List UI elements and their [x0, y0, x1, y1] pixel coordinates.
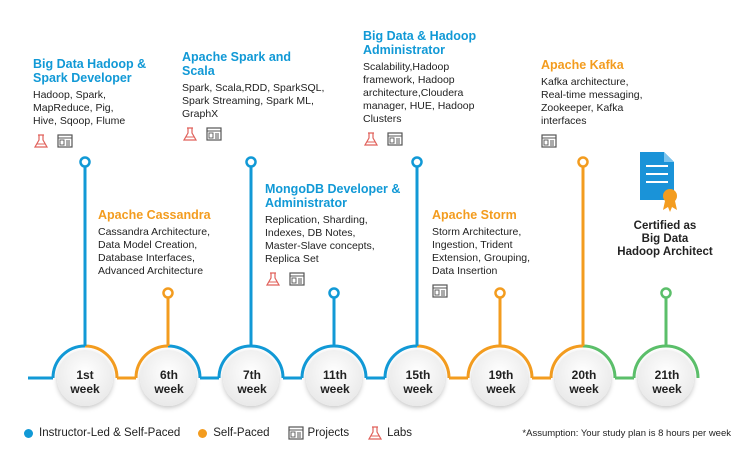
milestone-arc [416, 344, 451, 379]
milestone-topics: Spark, Scala,RDD, SparkSQL, Spark Stream… [182, 82, 325, 120]
milestone-title: Apache Kafka [541, 58, 624, 72]
milestone-topics: Cassandra Architecture, Data Model Creat… [98, 226, 211, 277]
week-disc [223, 350, 279, 406]
legend-instructor-label: Instructor-Led & Self-Paced [39, 427, 181, 439]
milestone-arc [167, 344, 202, 379]
week-label-2: 6th week [154, 368, 184, 396]
week-label-5: 15th week [403, 368, 433, 396]
milestone-dot [660, 287, 672, 299]
week-disc [140, 350, 196, 406]
milestone-title: Apache Storm [432, 208, 517, 222]
milestone-arc [582, 344, 617, 379]
labs-icon [363, 132, 379, 146]
milestone-card-1: Big Data Hadoop & Spark Developer Hadoop… [33, 57, 163, 148]
week-disc [555, 350, 611, 406]
milestone-arc [665, 344, 700, 379]
certificate-seal [663, 189, 677, 203]
week-disc [306, 350, 362, 406]
certificate-icon [640, 152, 674, 200]
labs-icon [33, 134, 49, 148]
milestone-arc [383, 344, 418, 379]
week-label-3: 7th week [237, 368, 267, 396]
milestone-dot [577, 156, 589, 168]
milestone-title: Big Data & Hadoop Administrator [363, 29, 477, 57]
legend-self-label: Self-Paced [213, 427, 270, 439]
milestone-arc [84, 344, 119, 379]
milestone-title: Apache Cassandra [98, 208, 211, 222]
assumption-note: *Assumption: Your study plan is 8 hours … [522, 427, 731, 439]
milestone-arc [300, 344, 335, 379]
projects-icon [206, 127, 222, 141]
week-disc [389, 350, 445, 406]
milestone-arc [499, 344, 534, 379]
milestone-dot [162, 287, 174, 299]
milestone-dot [245, 156, 257, 168]
milestone-card-2: Apache Cassandra Cassandra Architecture,… [98, 208, 248, 278]
week-label-8: 21th week [652, 368, 682, 396]
milestone-arc [134, 344, 169, 379]
milestone-arc [333, 344, 368, 379]
milestone-arc [51, 344, 86, 379]
week-label-7: 20th week [569, 368, 599, 396]
milestone-topics: Replication, Sharding, Indexes, DB Notes… [265, 214, 375, 265]
milestone-dot [79, 156, 91, 168]
week-label-1: 1st week [70, 368, 100, 396]
certificate-label: Certified as Big Data Hadoop Architect [617, 220, 713, 258]
week-disc [638, 350, 694, 406]
milestone-topics: Hadoop, Spark, MapReduce, Pig, Hive, Sqo… [33, 89, 126, 127]
week-disc [57, 350, 113, 406]
legend-labs-label: Labs [387, 427, 413, 439]
milestone-title: Apache Spark and Scala [182, 50, 292, 78]
projects-icon [432, 284, 448, 298]
legend: Instructor-Led & Self-Paced Self-Paced P… [24, 426, 731, 440]
labs-icon [265, 272, 281, 286]
milestone-card-7: Apache Kafka Kafka architecture, Real-ti… [541, 58, 671, 148]
milestone-title: Big Data Hadoop & Spark Developer [33, 57, 147, 85]
milestone-arc [250, 344, 285, 379]
milestone-arc [632, 344, 667, 379]
milestone-topics: Kafka architecture, Real-time messaging,… [541, 76, 643, 127]
projects-icon [57, 134, 73, 148]
projects-icon [387, 132, 403, 146]
milestone-title: MongoDB Developer & Administrator [265, 182, 401, 210]
certificate-ribbon [663, 201, 677, 212]
instructor-led-dot [24, 428, 33, 438]
labs-icon [182, 127, 198, 141]
milestone-dot [494, 287, 506, 299]
week-label-4: 11th week [320, 368, 350, 396]
milestone-card-4: MongoDB Developer & Administrator Replic… [265, 182, 405, 286]
milestone-topics: Scalability,Hadoop framework, Hadoop arc… [363, 61, 475, 125]
milestone-card-3: Apache Spark and Scala Spark, Scala,RDD,… [182, 50, 332, 141]
week-disc [472, 350, 528, 406]
legend-projects-label: Projects [307, 427, 350, 439]
milestone-topics: Storm Architecture, Ingestion, Trident E… [432, 226, 531, 277]
self-paced-dot [198, 428, 208, 438]
milestone-card-6: Apache Storm Storm Architecture, Ingesti… [432, 208, 562, 298]
projects-icon [287, 426, 304, 440]
projects-icon [541, 134, 557, 148]
milestone-arc [217, 344, 252, 379]
milestone-dot [328, 287, 340, 299]
milestone-arc [549, 344, 584, 379]
projects-icon [289, 272, 305, 286]
milestone-dot [411, 156, 423, 168]
milestone-arc [466, 344, 501, 379]
certificate-fold [664, 152, 674, 162]
week-label-6: 19th week [486, 368, 516, 396]
labs-icon [367, 426, 383, 440]
milestone-card-5: Big Data & Hadoop Administrator Scalabil… [363, 29, 493, 146]
